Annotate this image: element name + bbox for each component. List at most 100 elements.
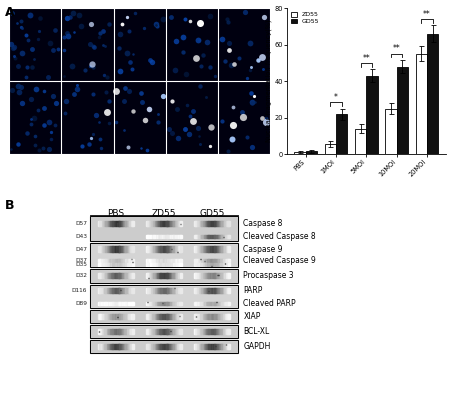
Bar xyxy=(171,302,172,305)
Bar xyxy=(153,302,155,305)
Bar xyxy=(124,288,126,293)
Bar xyxy=(227,246,229,252)
Point xyxy=(141,117,149,124)
Bar xyxy=(194,274,196,278)
Point xyxy=(90,44,98,50)
Point xyxy=(251,99,258,105)
Bar xyxy=(177,234,178,238)
Bar xyxy=(220,314,221,319)
Bar xyxy=(325,144,336,154)
Bar xyxy=(221,302,223,305)
Bar xyxy=(202,274,204,278)
Bar xyxy=(98,221,99,226)
Bar xyxy=(212,274,213,278)
Bar xyxy=(126,288,127,293)
Bar xyxy=(226,246,228,252)
Point xyxy=(61,72,68,79)
Bar xyxy=(171,263,172,266)
Bar xyxy=(115,302,116,305)
Bar xyxy=(213,234,215,238)
Bar xyxy=(159,259,161,262)
Bar xyxy=(163,246,164,252)
Bar xyxy=(150,246,151,252)
Bar xyxy=(110,263,112,266)
Bar xyxy=(223,314,224,319)
Bar xyxy=(201,263,203,266)
Point xyxy=(225,148,232,154)
Point xyxy=(36,14,43,21)
Point xyxy=(97,30,104,37)
Bar xyxy=(179,344,180,349)
Bar xyxy=(158,302,159,305)
Point xyxy=(154,111,162,117)
Bar xyxy=(213,344,215,349)
Bar xyxy=(199,234,200,238)
Bar xyxy=(124,344,126,349)
Bar xyxy=(212,302,213,305)
Bar xyxy=(208,329,210,334)
Bar xyxy=(220,302,221,305)
Bar xyxy=(158,246,159,252)
Text: PBS: PBS xyxy=(28,0,42,2)
Text: A: A xyxy=(4,6,14,19)
Bar xyxy=(212,329,213,334)
Bar xyxy=(165,274,166,278)
Bar xyxy=(160,263,162,266)
Bar xyxy=(179,288,180,293)
Bar xyxy=(148,288,150,293)
Bar xyxy=(101,263,102,266)
Point xyxy=(14,63,22,69)
Bar xyxy=(216,302,217,305)
Bar xyxy=(101,221,102,226)
Bar xyxy=(116,263,117,266)
Point xyxy=(230,104,237,110)
Bar xyxy=(207,302,209,305)
Bar xyxy=(154,221,156,226)
Bar xyxy=(202,314,204,319)
Bar xyxy=(151,288,153,293)
Bar xyxy=(200,314,202,319)
Bar xyxy=(169,314,170,319)
Bar xyxy=(213,274,215,278)
Bar xyxy=(173,288,175,293)
Bar xyxy=(166,221,168,226)
Bar xyxy=(198,221,199,226)
Bar xyxy=(198,274,199,278)
Bar xyxy=(160,302,162,305)
Bar xyxy=(131,329,133,334)
Bar xyxy=(223,302,224,305)
Bar xyxy=(124,329,126,334)
Bar xyxy=(217,274,218,278)
Point xyxy=(248,100,255,106)
Bar xyxy=(202,329,204,334)
Point xyxy=(183,102,190,108)
Point xyxy=(123,50,130,56)
Bar xyxy=(180,329,182,334)
Bar xyxy=(105,288,107,293)
Bar xyxy=(218,274,219,278)
Bar xyxy=(214,221,216,226)
Bar xyxy=(218,329,219,334)
Text: Cleaved Caspase 9: Cleaved Caspase 9 xyxy=(243,256,316,265)
Bar xyxy=(110,221,112,226)
Text: D35: D35 xyxy=(75,262,87,267)
Bar xyxy=(194,263,196,266)
Bar xyxy=(179,329,180,334)
Bar xyxy=(160,259,162,262)
Bar xyxy=(169,246,170,252)
Point xyxy=(141,25,148,32)
Bar xyxy=(212,344,213,349)
Bar xyxy=(105,302,107,305)
Point xyxy=(100,72,108,78)
Bar xyxy=(104,246,106,252)
Bar xyxy=(109,274,110,278)
Bar xyxy=(169,221,170,226)
Bar xyxy=(117,259,118,262)
Text: **: ** xyxy=(362,54,370,63)
Bar xyxy=(115,344,116,349)
Point xyxy=(196,83,203,89)
Bar xyxy=(126,259,127,262)
Bar xyxy=(195,314,197,319)
Point xyxy=(261,13,268,20)
Bar xyxy=(171,259,172,262)
